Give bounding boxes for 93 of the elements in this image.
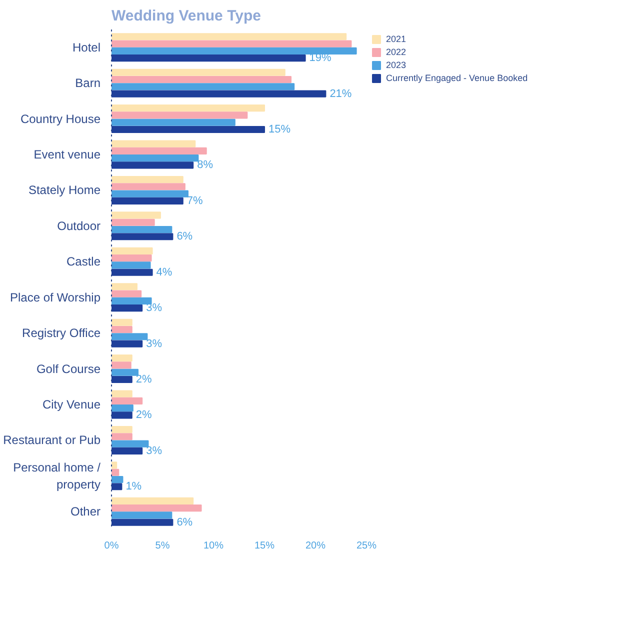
bar — [112, 212, 161, 219]
bar — [112, 376, 132, 384]
bar — [112, 440, 149, 448]
legend-label: 2022 — [386, 47, 408, 57]
y-tick-label: Golf Course — [36, 362, 101, 376]
y-tick-label: Restaurant or Pub — [3, 433, 101, 448]
bar — [112, 190, 188, 198]
data-label: 1% — [126, 480, 142, 493]
bar — [112, 447, 143, 454]
data-label: 8% — [197, 159, 214, 172]
legend-label: Currently Engaged - Venue Booked — [386, 73, 528, 83]
bar — [112, 318, 132, 326]
bar — [112, 426, 132, 434]
bar — [112, 304, 143, 312]
bar — [112, 340, 143, 348]
bar — [112, 518, 174, 526]
bar — [112, 197, 184, 204]
bar — [112, 176, 184, 184]
legend-label: 2023 — [386, 60, 408, 70]
y-tick-label: Registry Office — [22, 326, 101, 340]
bar — [112, 112, 248, 119]
bar — [112, 33, 347, 40]
data-label: 6% — [176, 230, 193, 243]
y-tick-label: Other — [70, 504, 101, 519]
bar — [112, 297, 152, 304]
x-tick-label: 5% — [155, 540, 170, 552]
bar — [112, 476, 124, 484]
y-tick-label: Place of Worship — [10, 290, 101, 304]
y-tick-label: Country House — [20, 112, 101, 126]
bar — [112, 76, 292, 84]
data-label: 15% — [268, 124, 291, 136]
bar — [112, 483, 122, 490]
bar — [112, 40, 352, 48]
y-tick-label: Personal home / property — [13, 460, 102, 492]
y-tick-label: Stately Home — [28, 183, 101, 198]
bar — [112, 468, 120, 476]
x-tick-label: 25% — [356, 540, 377, 552]
data-label: 4% — [156, 266, 172, 278]
bar — [112, 54, 306, 62]
data-label: 2% — [136, 374, 152, 386]
bar — [112, 268, 153, 276]
data-label: 21% — [330, 88, 352, 100]
bar — [112, 262, 151, 269]
y-tick-label: Barn — [75, 76, 101, 90]
bar — [112, 290, 142, 298]
y-tick-label: Castle — [66, 254, 101, 269]
bar — [112, 147, 207, 154]
bar — [112, 226, 172, 234]
data-label: 6% — [176, 516, 193, 528]
bar — [112, 233, 174, 240]
data-label: 7% — [186, 194, 204, 207]
y-tick-label: Hotel — [72, 40, 100, 54]
bar — [112, 333, 148, 340]
legend-label: 2021 — [386, 34, 408, 44]
data-label: 3% — [146, 338, 162, 350]
bar — [112, 404, 134, 412]
bar — [112, 497, 194, 504]
bar — [112, 362, 132, 369]
bar — [112, 140, 196, 148]
bar — [112, 368, 139, 376]
bar — [112, 126, 265, 134]
bar — [112, 512, 172, 519]
bar — [112, 118, 236, 126]
bar — [112, 183, 186, 190]
bar — [112, 390, 132, 398]
bar — [112, 504, 202, 512]
x-tick-label: 10% — [203, 540, 224, 552]
bar — [112, 162, 194, 169]
x-tick-label: 15% — [254, 540, 275, 552]
bar — [112, 104, 265, 112]
bar — [112, 397, 143, 404]
y-tick-label: Outdoor — [57, 218, 101, 233]
bar — [112, 326, 132, 334]
x-tick-label: 0% — [104, 540, 119, 552]
data-label: 3% — [146, 444, 162, 457]
chart-title: Wedding Venue Type — [112, 8, 261, 24]
bar — [112, 83, 295, 90]
bar — [112, 218, 155, 226]
y-tick-label: City Venue — [42, 398, 101, 412]
bar — [112, 247, 153, 254]
x-tick-label: 20% — [305, 540, 326, 552]
bar — [112, 354, 132, 362]
bar — [112, 68, 286, 76]
data-label: 2% — [136, 409, 152, 422]
bar — [112, 90, 326, 98]
bar — [112, 47, 357, 54]
bar — [112, 154, 199, 162]
y-tick-label: Event venue — [34, 148, 101, 162]
bar — [112, 433, 132, 440]
bar — [112, 254, 152, 262]
bar — [112, 412, 132, 419]
bar — [112, 283, 138, 290]
bar — [112, 462, 118, 469]
